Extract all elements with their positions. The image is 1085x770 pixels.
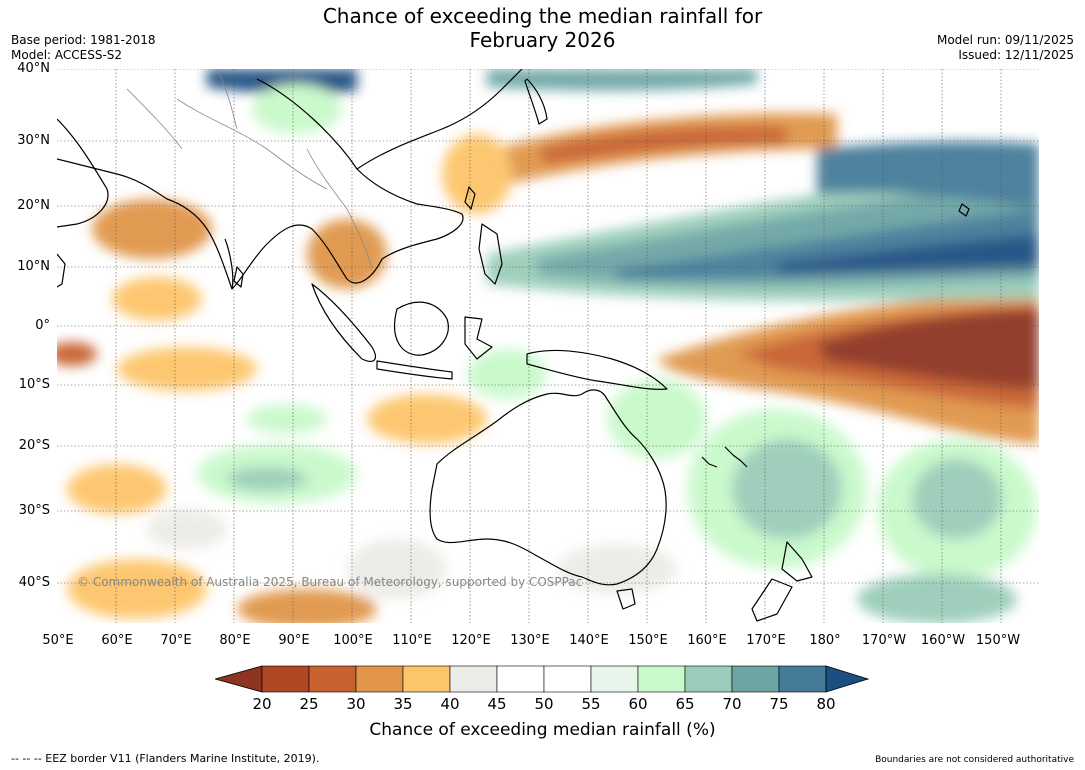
colorbar-tick: 60 <box>628 695 648 713</box>
colorbar-cell <box>449 665 498 693</box>
model-run-text: Model run: 09/11/2025 <box>936 33 1074 47</box>
lon-label: 110°E <box>392 633 432 648</box>
colorbar-cell <box>825 665 870 693</box>
colorbar <box>215 665 870 693</box>
lat-label: 20°S <box>18 438 50 453</box>
colorbar-tick: 50 <box>534 695 554 713</box>
colorbar-cell <box>402 665 451 693</box>
lon-label: 150°W <box>975 633 1021 648</box>
colorbar-cell <box>355 665 404 693</box>
colorbar-tick: 70 <box>722 695 742 713</box>
colorbar-tick: 55 <box>581 695 601 713</box>
latitude-axis: 40°N 30°N 20°N 10°N 0° 10°S 20°S 30°S 40… <box>0 0 57 640</box>
lat-label: 30°N <box>17 133 50 148</box>
colorbar-cell <box>215 665 263 693</box>
meta-right: Model run: 09/11/2025 Issued: 12/11/2025 <box>937 33 1074 63</box>
lon-label: 50°E <box>42 633 74 648</box>
colorbar-cell <box>731 665 780 693</box>
issued-text: Issued: 12/11/2025 <box>958 48 1074 62</box>
colorbar-title: Chance of exceeding median rainfall (%) <box>369 720 716 740</box>
colorbar-tick: 30 <box>346 695 366 713</box>
colorbar-tick: 75 <box>769 695 789 713</box>
colorbar-cell <box>684 665 733 693</box>
borders <box>126 69 373 270</box>
lon-label: 150°E <box>628 633 668 648</box>
lon-label: 120°E <box>451 633 491 648</box>
colorbar-cell <box>778 665 827 693</box>
colorbar-cell <box>496 665 545 693</box>
colorbar-tick: 20 <box>252 695 272 713</box>
lon-label: 100°E <box>333 633 373 648</box>
lon-label: 80°E <box>219 633 251 648</box>
eez-legend: -- -- -- EEZ border V11 (Flanders Marine… <box>11 752 320 765</box>
lon-label: 70°E <box>160 633 192 648</box>
colorbar-cell <box>543 665 592 693</box>
copyright-text: © Commonwealth of Australia 2025, Bureau… <box>77 575 582 589</box>
colorbar-tick: 65 <box>675 695 695 713</box>
disclaimer-text: Boundaries are not considered authoritat… <box>875 755 1074 765</box>
colorbar-tick: 45 <box>487 695 507 713</box>
chart-title: Chance of exceeding the median rainfall … <box>0 4 1085 52</box>
lon-label: 90°E <box>278 633 310 648</box>
lon-label: 170°E <box>746 633 786 648</box>
colorbar-tick: 80 <box>816 695 836 713</box>
coastlines <box>57 69 970 622</box>
lat-label: 10°N <box>17 259 50 274</box>
model-text: Model: ACCESS-S2 <box>11 48 123 62</box>
lat-label: 0° <box>35 318 50 333</box>
lon-label: 180° <box>809 633 841 648</box>
rainfall-map: © Commonwealth of Australia 2025, Bureau… <box>57 69 1039 623</box>
lat-label: 30°S <box>18 503 50 518</box>
title-line-1: Chance of exceeding the median rainfall … <box>322 4 763 28</box>
title-line-2: February 2026 <box>469 28 616 52</box>
base-period-text: Base period: 1981-2018 <box>11 33 156 47</box>
colorbar-tick: 40 <box>440 695 460 713</box>
lat-label: 40°S <box>18 575 50 590</box>
colorbar-cell <box>261 665 310 693</box>
lon-label: 130°E <box>510 633 550 648</box>
lat-label: 20°N <box>17 198 50 213</box>
colorbar-cell <box>590 665 639 693</box>
meta-left: Base period: 1981-2018 Model: ACCESS-S2 <box>11 33 156 63</box>
colorbar-cell <box>637 665 686 693</box>
colorbar-cell <box>308 665 357 693</box>
lon-label: 160°W <box>920 633 966 648</box>
lon-label: 160°E <box>687 633 727 648</box>
colorbar-tick: 35 <box>393 695 413 713</box>
lon-label: 140°E <box>569 633 609 648</box>
lon-label: 170°W <box>861 633 907 648</box>
colorbar-tick: 25 <box>299 695 319 713</box>
lon-label: 60°E <box>101 633 133 648</box>
graticule <box>57 69 1039 623</box>
lat-label: 10°S <box>18 377 50 392</box>
lat-label: 40°N <box>17 61 50 76</box>
